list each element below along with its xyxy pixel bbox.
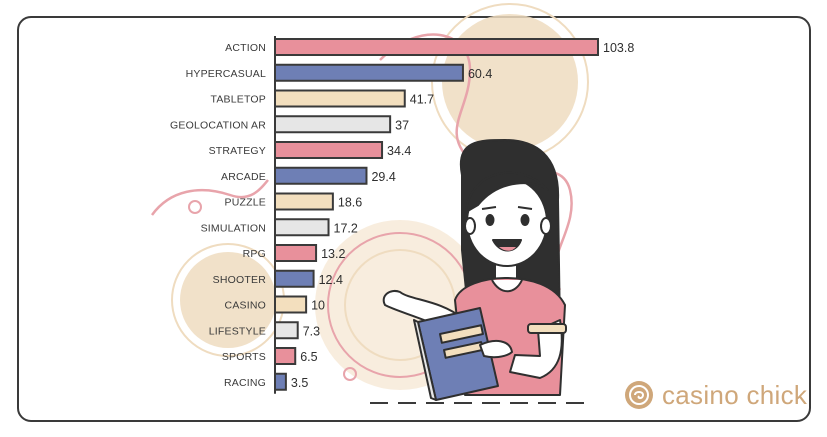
category-label: ACTION <box>225 42 266 54</box>
category-label: SPORTS <box>222 351 266 363</box>
value-label: 13.2 <box>321 247 345 261</box>
value-label: 10 <box>311 299 325 313</box>
bar <box>274 372 287 391</box>
value-label: 12.4 <box>319 273 343 287</box>
category-label: TABLETOP <box>211 94 266 106</box>
value-label: 37 <box>395 118 409 132</box>
category-label: CASINO <box>225 300 266 312</box>
value-label: 3.5 <box>291 376 308 390</box>
category-label: RACING <box>224 377 266 389</box>
category-label: GEOLOCATION AR <box>170 119 266 131</box>
bar <box>274 89 406 108</box>
value-label: 60.4 <box>468 67 492 81</box>
category-label: SHOOTER <box>213 274 267 286</box>
bar <box>274 166 368 185</box>
bar <box>274 295 308 314</box>
bar <box>274 347 297 365</box>
category-label: HYPERCASUAL <box>186 68 266 80</box>
brand-name: casino chick <box>662 379 808 410</box>
bar <box>274 192 334 211</box>
value-label: 6.5 <box>300 350 317 364</box>
value-label: 17.2 <box>334 221 358 235</box>
category-label: RPG <box>243 248 266 260</box>
category-label: ARCADE <box>221 171 266 183</box>
bar <box>274 63 464 82</box>
value-label: 18.6 <box>338 196 362 210</box>
bar-series: ACTION 103.8 HYPERCASUAL 60.4 TABLETOP 41.7 GE… <box>170 36 634 394</box>
casino-chip-icon <box>625 381 653 409</box>
value-label: 29.4 <box>371 170 395 184</box>
value-label: 34.4 <box>387 144 411 158</box>
bar <box>274 38 599 56</box>
bar <box>274 269 315 288</box>
value-label: 41.7 <box>410 93 434 107</box>
value-label: 7.3 <box>303 324 320 338</box>
bar <box>274 218 330 237</box>
value-label: 103.8 <box>603 41 634 55</box>
bar <box>274 244 318 262</box>
bar <box>274 321 299 340</box>
brand-logo: casino chick <box>624 378 807 412</box>
bar <box>274 141 384 159</box>
girl-illustration <box>382 139 567 401</box>
category-label: STRATEGY <box>209 145 266 157</box>
category-label: PUZZLE <box>225 197 266 209</box>
category-label: SIMULATION <box>201 222 266 234</box>
bar <box>274 115 392 134</box>
category-label: LIFESTYLE <box>209 325 266 337</box>
